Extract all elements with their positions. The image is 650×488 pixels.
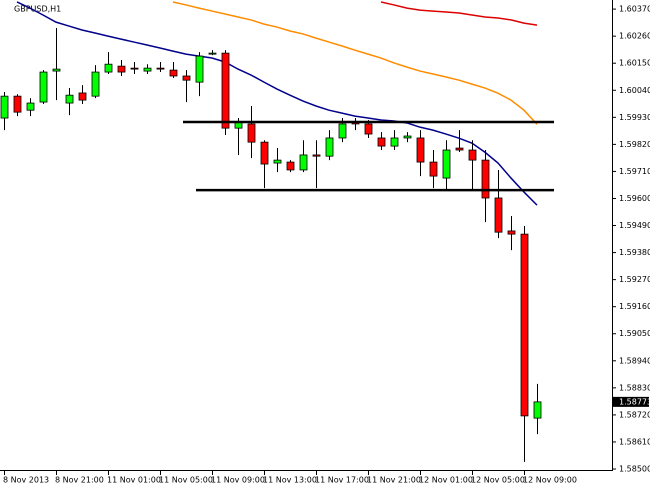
y-tick-label: 1.60150 [619,59,650,68]
x-tick-label: 11 Nov 01:00 [107,476,161,485]
moving-average [380,1,538,26]
x-tick-label: 11 Nov 21:00 [367,476,421,485]
candle-body [403,135,412,139]
y-tick-label: 1.60260 [619,32,650,41]
candle-body [533,401,542,419]
y-tick-label: 1.59710 [619,167,650,176]
candle-body [26,102,35,111]
candle-body [312,154,321,157]
y-tick-label: 1.59050 [619,329,650,338]
candle-body [78,92,87,101]
candle-body [0,95,9,119]
x-tick-label: 8 Nov 2013 [3,476,49,485]
chart-title: GBPUSD,H1 [14,5,61,14]
y-tick-label: 1.59270 [619,275,650,284]
x-tick-label: 11 Nov 09:00 [211,476,265,485]
x-tick-label: 12 Nov 09:00 [523,476,577,485]
candle-body [299,154,308,171]
moving-average [16,1,538,206]
candle-body [455,147,464,151]
candle-body [247,123,256,143]
x-tick-label: 12 Nov 01:00 [419,476,473,485]
candle-body [221,52,230,129]
candle-body [117,65,126,73]
candle-body [156,67,165,70]
moving-average [172,1,538,125]
x-tick-label: 8 Nov 21:00 [55,476,104,485]
x-tick-label: 12 Nov 05:00 [471,476,525,485]
candle-body [169,69,178,77]
y-tick-label: 1.58720 [619,410,650,419]
candle-body [481,159,490,199]
y-tick-label: 1.59490 [619,221,650,230]
candle-body [65,94,74,104]
y-tick-label: 1.60370 [619,5,650,14]
candle-body [377,137,386,147]
candle-body [520,233,529,417]
bid-label: 1.58773 [619,397,650,406]
candle-body [130,67,139,70]
x-tick-label: 11 Nov 17:00 [315,476,369,485]
y-tick-label: 1.59600 [619,194,650,203]
y-tick-label: 1.58830 [619,383,650,392]
candle-body [338,123,347,139]
candle-body [13,95,22,113]
candle-body [104,63,113,73]
candle-body [195,55,204,83]
candle-body [286,161,295,171]
candle-body [208,52,217,55]
candle-body [260,141,269,165]
x-tick-label: 11 Nov 05:00 [159,476,213,485]
candle-body [39,71,48,103]
candle-body [364,123,373,135]
candle-body [273,159,282,164]
candle-body [143,67,152,72]
candle-body [494,197,503,233]
bid-box [613,396,649,407]
y-tick-label: 1.59930 [619,113,650,122]
candle-body [442,149,451,179]
y-tick-label: 1.58940 [619,356,650,365]
candle-body [390,137,399,147]
candle-body [468,149,477,161]
y-tick-label: 1.59160 [619,302,650,311]
candle-body [325,137,334,157]
y-tick-label: 1.58610 [619,437,650,446]
candle-body [416,137,425,163]
candle-body [52,68,61,72]
candle-body [507,230,516,235]
y-tick-label: 1.59820 [619,140,650,149]
candle-body [182,75,191,81]
x-tick-label: 11 Nov 13:00 [263,476,317,485]
y-tick-label: 1.58500 [619,465,650,474]
candle-body [91,71,100,97]
candle-body [429,161,438,177]
y-tick-label: 1.60040 [619,86,650,95]
y-tick-label: 1.59380 [619,248,650,257]
